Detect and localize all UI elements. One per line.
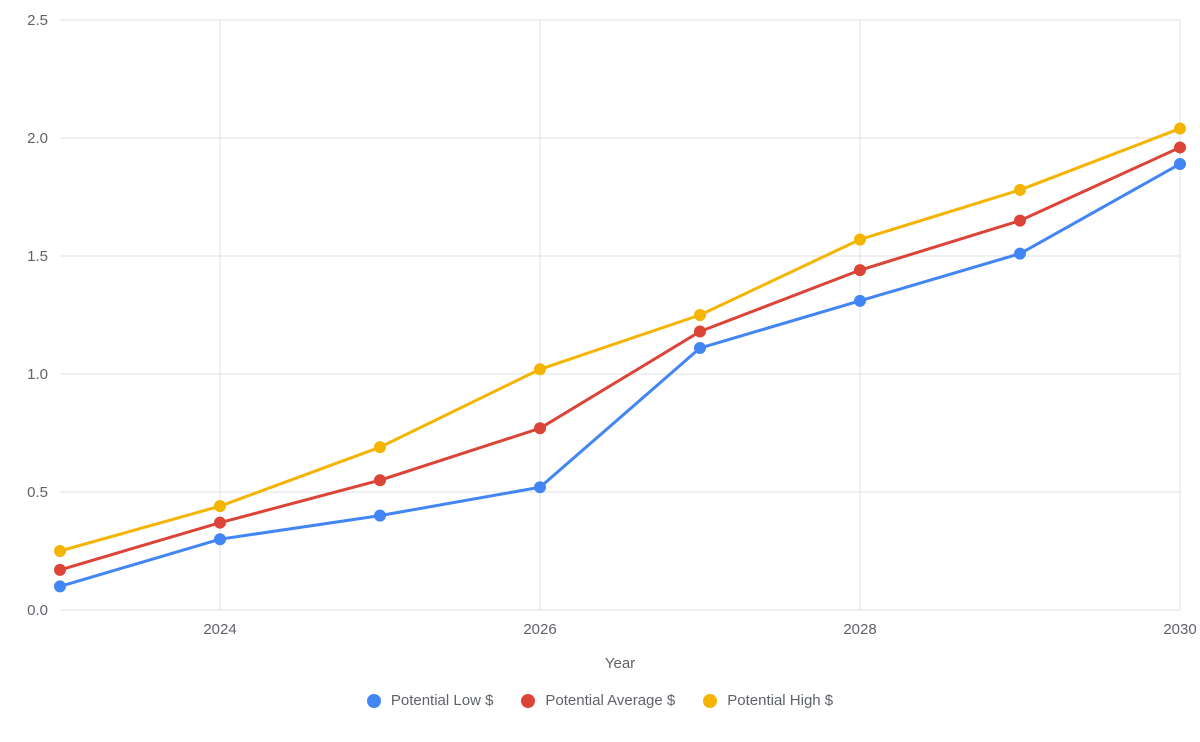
series-marker: [54, 580, 66, 592]
series-marker: [1174, 158, 1186, 170]
legend-marker-icon: [367, 694, 381, 708]
x-tick-label: 2028: [843, 621, 876, 638]
series-marker: [54, 545, 66, 557]
series-marker: [1014, 248, 1026, 260]
series-marker: [534, 363, 546, 375]
series-marker: [854, 295, 866, 307]
y-tick-label: 2.5: [27, 12, 48, 29]
series-marker: [214, 533, 226, 545]
legend-label: Potential High $: [727, 692, 833, 709]
y-tick-label: 0.5: [27, 484, 48, 501]
legend-item: Potential High $: [703, 692, 833, 709]
series-marker: [694, 342, 706, 354]
y-tick-label: 1.5: [27, 248, 48, 265]
series-marker: [1014, 215, 1026, 227]
series-marker: [374, 441, 386, 453]
series-marker: [534, 481, 546, 493]
series-marker: [214, 517, 226, 529]
series-marker: [694, 326, 706, 338]
legend-item: Potential Low $: [367, 692, 494, 709]
series-marker: [1014, 184, 1026, 196]
series-line: [60, 147, 1180, 569]
series-line: [60, 164, 1180, 586]
x-tick-label: 2024: [203, 621, 236, 638]
series-marker: [374, 474, 386, 486]
chart-legend: Potential Low $ Potential Average $ Potent…: [0, 692, 1200, 709]
series-line: [60, 129, 1180, 551]
series-marker: [1174, 141, 1186, 153]
legend-marker-icon: [521, 694, 535, 708]
y-tick-label: 0.0: [27, 602, 48, 619]
x-axis-title: Year: [605, 655, 635, 672]
x-tick-label: 2030: [1163, 621, 1196, 638]
series-marker: [534, 422, 546, 434]
line-chart: 0.0 0.5 1.0 1.5 2.0 2.5 2024 2026 2028 2030 Year P…: [0, 0, 1200, 742]
legend-marker-icon: [703, 694, 717, 708]
y-tick-label: 2.0: [27, 130, 48, 147]
series-marker: [374, 510, 386, 522]
legend-label: Potential Low $: [391, 692, 494, 709]
series-marker: [694, 309, 706, 321]
series-marker: [54, 564, 66, 576]
legend-item: Potential Average $: [521, 692, 675, 709]
y-tick-label: 1.0: [27, 366, 48, 383]
series-marker: [854, 233, 866, 245]
chart-svg: 0.0 0.5 1.0 1.5 2.0 2.5 2024 2026 2028 2030 Year: [0, 0, 1200, 742]
legend-label: Potential Average $: [545, 692, 675, 709]
series-marker: [214, 500, 226, 512]
series-marker: [854, 264, 866, 276]
x-tick-label: 2026: [523, 621, 556, 638]
series-marker: [1174, 123, 1186, 135]
